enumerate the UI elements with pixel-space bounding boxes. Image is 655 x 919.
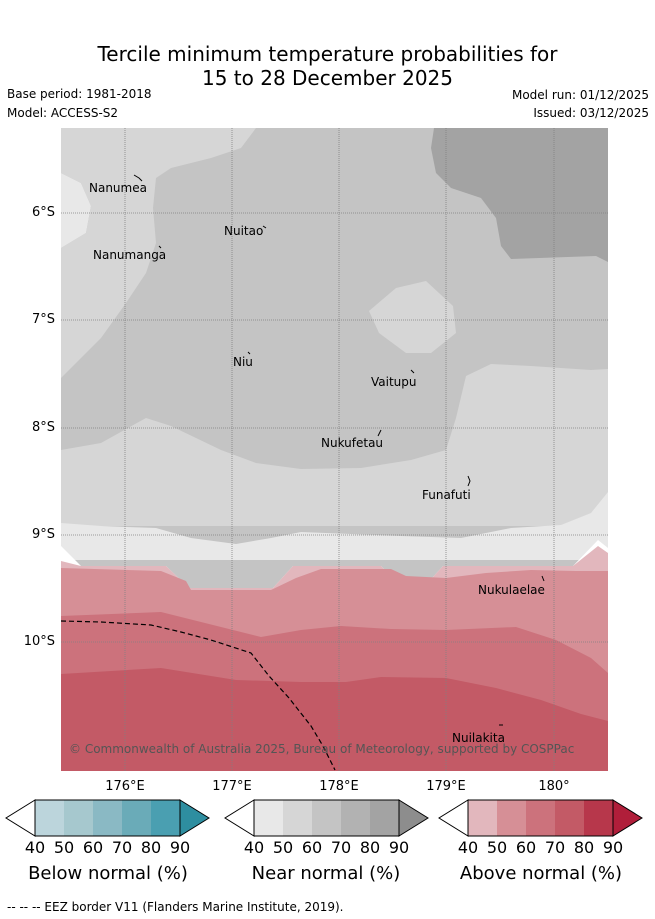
lon-label-177e: 177°E (212, 779, 252, 794)
below-tick-70: 70 (111, 838, 133, 857)
lat-label-7s: 7°S (31, 312, 55, 327)
above-cbar-arrow-high (612, 799, 643, 837)
lon-label-178e: 178°E (319, 779, 359, 794)
near-tick-70: 70 (330, 838, 352, 857)
lat-label-9s: 9°S (31, 527, 55, 542)
colorbar-below-normal (5, 799, 210, 837)
below-cbar-swatch-40-50 (35, 800, 64, 836)
below-tick-60: 60 (82, 838, 104, 857)
near-normal-40-50-region-west (61, 173, 91, 248)
above-cbar-swatch-40-50 (468, 800, 497, 836)
colorbar-near-normal (224, 799, 429, 837)
island-label-nuilakita: Nuilakita (452, 731, 505, 745)
lon-label-176e: 176°E (105, 779, 145, 794)
above-cbar-swatch-80-90 (584, 800, 613, 836)
below-cbar-swatch-70-80 (122, 800, 151, 836)
island-label-nuitao: Nuitao (224, 224, 264, 238)
below-tick-90: 90 (169, 838, 191, 857)
near-normal-50-60-region-center (369, 281, 456, 353)
lon-label-179e: 179°E (426, 779, 466, 794)
above-cbar-swatch-50-60 (497, 800, 526, 836)
near-cbar-arrow-high (398, 799, 429, 837)
above-cbar-arrow-low (438, 799, 469, 837)
below-cbar-arrow-low (5, 799, 36, 837)
map-title-line1: Tercile minimum temperature probabilitie… (97, 42, 558, 66)
below-cbar-swatch-60-70 (93, 800, 122, 836)
near-cbar-swatch-80-90 (370, 800, 399, 836)
island-label-funafuti: Funafuti (422, 488, 471, 502)
above-normal-70-80-region (61, 668, 608, 771)
near-cbar-swatch-70-80 (341, 800, 370, 836)
legend-near-normal-label: Near normal (%) (251, 863, 401, 884)
map-title-line2: 15 to 28 December 2025 (201, 66, 453, 90)
near-tick-40: 40 (243, 838, 265, 857)
eez-border-line (61, 620, 336, 771)
below-cbar-swatch-50-60 (64, 800, 93, 836)
below-cbar-swatch-80-90 (151, 800, 180, 836)
above-tick-80: 80 (573, 838, 595, 857)
model-run: Model run: 01/12/2025 (511, 88, 649, 102)
near-normal-80-90-region-east (431, 128, 608, 262)
above-tick-60: 60 (515, 838, 537, 857)
near-normal-50-60-region-west (61, 128, 256, 378)
near-tick-50: 50 (272, 838, 294, 857)
below-tick-40: 40 (24, 838, 46, 857)
island-outlines (133, 174, 545, 726)
near-normal-40-50-region-south (61, 492, 608, 560)
near-normal-50-60-region-south (61, 364, 608, 526)
near-cbar-swatch-50-60 (283, 800, 312, 836)
probability-map (61, 128, 608, 771)
lat-label-10s: 10°S (23, 634, 55, 649)
island-label-nukufetau: Nukufetau (321, 436, 384, 450)
lon-label-180: 180° (538, 779, 570, 794)
legend-below-normal-label: Below normal (%) (28, 863, 188, 884)
above-cbar-swatch-60-70 (526, 800, 555, 836)
above-tick-40: 40 (457, 838, 479, 857)
lat-label-6s: 6°S (31, 205, 55, 220)
lat-label-8s: 8°S (31, 420, 55, 435)
near-tick-60: 60 (301, 838, 323, 857)
below-tick-80: 80 (140, 838, 162, 857)
near-cbar-swatch-40-50 (254, 800, 283, 836)
issued-date: Issued: 03/12/2025 (533, 106, 649, 120)
above-tick-50: 50 (486, 838, 508, 857)
island-label-nanumanga: Nanumanga (93, 248, 167, 262)
colorbar-above-normal (438, 799, 643, 837)
above-cbar-swatch-70-80 (555, 800, 584, 836)
near-cbar-swatch-60-70 (312, 800, 341, 836)
island-label-nukulaelae: Nukulaelae (478, 583, 545, 597)
island-label-niu: Niu (233, 355, 253, 369)
below-cbar-arrow-high (179, 799, 210, 837)
legend-above-normal-label: Above normal (%) (459, 863, 623, 884)
model-name: Model: ACCESS-S2 (7, 106, 119, 120)
base-period: Base period: 1981-2018 (7, 87, 152, 101)
copyright-notice: © Commonwealth of Australia 2025, Bureau… (69, 742, 575, 756)
below-tick-50: 50 (53, 838, 75, 857)
near-cbar-arrow-low (224, 799, 255, 837)
above-tick-90: 90 (602, 838, 624, 857)
near-tick-90: 90 (388, 838, 410, 857)
island-label-nanumea: Nanumea (89, 181, 147, 195)
island-label-vaitupu: Vaitupu (371, 375, 417, 389)
near-tick-80: 80 (359, 838, 381, 857)
eez-border-footnote: -- -- -- EEZ border V11 (Flanders Marine… (7, 900, 344, 914)
above-tick-70: 70 (544, 838, 566, 857)
